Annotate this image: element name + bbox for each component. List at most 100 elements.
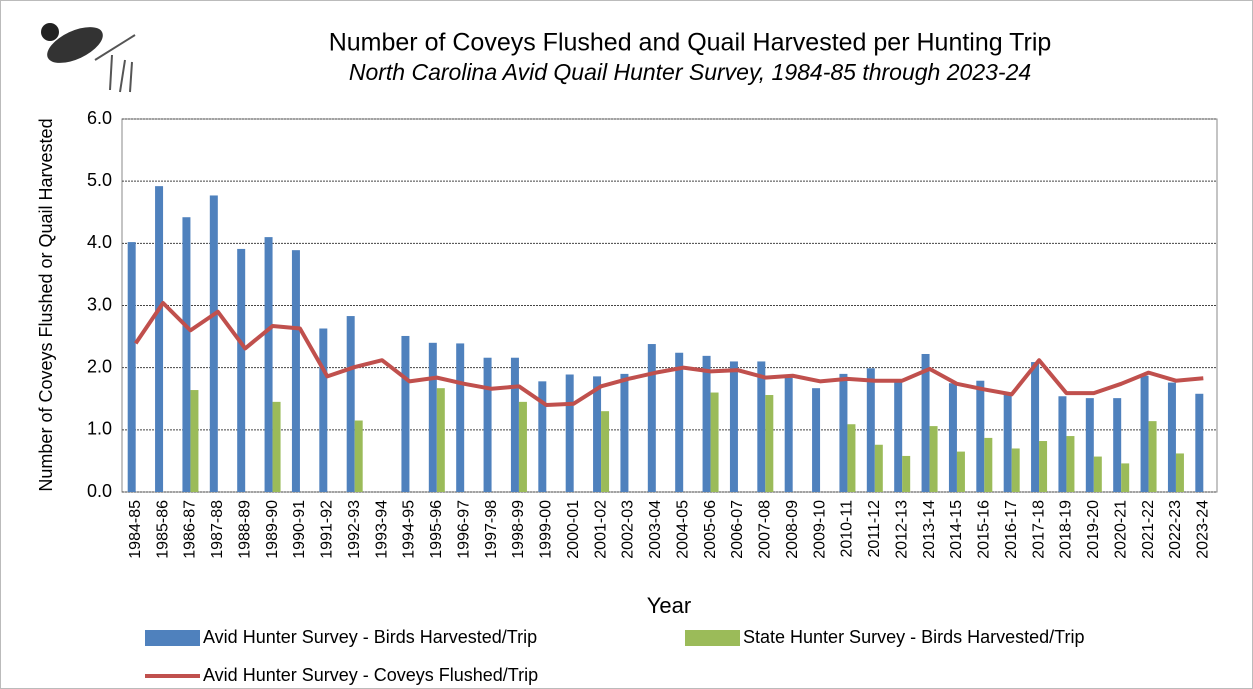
bar [702, 355, 711, 492]
x-tick-label: 2000-01 [565, 500, 582, 559]
bar [647, 344, 656, 492]
y-tick-label: 5.0 [87, 170, 112, 190]
bar [1121, 463, 1130, 492]
y-tick-label: 2.0 [87, 356, 112, 376]
bar [1039, 441, 1048, 492]
line [134, 301, 1204, 407]
x-tick-label: 2020-21 [1112, 500, 1129, 559]
legend-swatch [145, 630, 200, 646]
bar [839, 373, 848, 492]
x-tick-label: 1985-86 [154, 500, 171, 559]
bar [428, 342, 437, 492]
x-tick-label: 2010-11 [839, 500, 856, 558]
bar [1148, 421, 1157, 492]
bar [1195, 393, 1204, 492]
bar [346, 316, 355, 492]
bar [894, 381, 903, 492]
bar [601, 411, 610, 492]
bar [956, 451, 965, 492]
x-tick-label: 2009-10 [811, 500, 828, 559]
y-axis-title: Number of Coveys Flushed or Quail Harves… [36, 118, 56, 491]
bar [866, 368, 875, 492]
x-tick-label: 2019-20 [1085, 500, 1102, 559]
bar [319, 328, 328, 492]
bar [182, 217, 191, 492]
bar [1003, 393, 1012, 492]
x-tick-label: 2005-06 [702, 500, 719, 559]
bar [1058, 396, 1067, 492]
x-tick-label: 1996-97 [455, 500, 472, 559]
x-tick-label: 2013-14 [921, 500, 938, 559]
x-tick-label: 2002-03 [620, 500, 637, 559]
bar [976, 380, 985, 492]
x-tick-label: 2006-07 [729, 500, 746, 559]
bar [1113, 398, 1122, 492]
x-tick-label: 2008-09 [784, 500, 801, 559]
bar [565, 374, 574, 492]
bar [902, 455, 911, 492]
legend-label: State Hunter Survey - Birds Harvested/Tr… [743, 627, 1084, 647]
bar [190, 390, 199, 492]
bar [155, 186, 164, 492]
x-tick-label: 2011-12 [866, 500, 883, 558]
x-tick-label: 2014-15 [948, 500, 965, 559]
bar [812, 388, 821, 492]
x-tick-label: 1987-88 [209, 500, 226, 559]
x-tick-label: 2015-16 [976, 500, 993, 559]
bar [784, 377, 793, 492]
x-axis-title: Year [647, 593, 691, 618]
x-tick-label: 2016-17 [1003, 500, 1020, 559]
x-tick-label: 2004-05 [674, 500, 691, 559]
bar [354, 420, 363, 492]
bar [1175, 453, 1184, 492]
bar [264, 237, 273, 492]
bar [436, 388, 445, 492]
x-tick-label: 1992-93 [346, 500, 363, 559]
x-tick-label: 2007-08 [757, 500, 774, 559]
x-tick-label: 1993-94 [373, 500, 390, 559]
bar [948, 383, 957, 492]
bar [1140, 375, 1149, 492]
bar [518, 401, 527, 492]
bar [757, 361, 766, 492]
y-tick-label: 6.0 [87, 108, 112, 128]
x-tick-label: 1997-98 [483, 500, 500, 559]
x-tick-label: 1989-90 [264, 500, 281, 559]
x-tick-label: 1984-85 [127, 500, 144, 559]
x-tick-label: 1990-91 [291, 500, 308, 559]
legend-label: Avid Hunter Survey - Birds Harvested/Tri… [203, 627, 537, 647]
bar [1085, 398, 1094, 492]
bar [401, 335, 410, 492]
bar [710, 392, 719, 492]
x-tick-label: 2022-23 [1167, 500, 1184, 559]
legend-swatch [685, 630, 740, 646]
x-tick-label: 1999-00 [538, 500, 555, 559]
x-tick-label: 1994-95 [401, 500, 418, 559]
y-tick-label: 4.0 [87, 232, 112, 252]
bar [456, 343, 465, 492]
bar [847, 424, 856, 492]
chart-title: Number of Coveys Flushed and Quail Harve… [329, 29, 1052, 57]
bar [984, 437, 993, 492]
x-tick-label: 2012-13 [893, 500, 910, 559]
quail-icon [41, 23, 136, 93]
x-tick-label: 2023-24 [1195, 500, 1212, 559]
bar [209, 195, 218, 492]
bar [1066, 436, 1075, 492]
bar [675, 352, 684, 492]
x-tick-label: 1998-99 [510, 500, 527, 559]
chart-subtitle: North Carolina Avid Quail Hunter Survey,… [349, 59, 1031, 85]
x-tick-label: 2003-04 [647, 500, 664, 559]
bar [127, 242, 136, 492]
bar [593, 376, 602, 492]
x-tick-label: 2018-19 [1058, 500, 1075, 559]
bar [1093, 456, 1102, 492]
bar [1167, 382, 1176, 492]
bar [272, 401, 281, 492]
x-tick-label: 1986-87 [182, 500, 199, 559]
x-tick-label: 2001-02 [592, 500, 609, 559]
y-tick-label: 3.0 [87, 294, 112, 314]
x-tick-label: 1991-92 [319, 500, 336, 559]
